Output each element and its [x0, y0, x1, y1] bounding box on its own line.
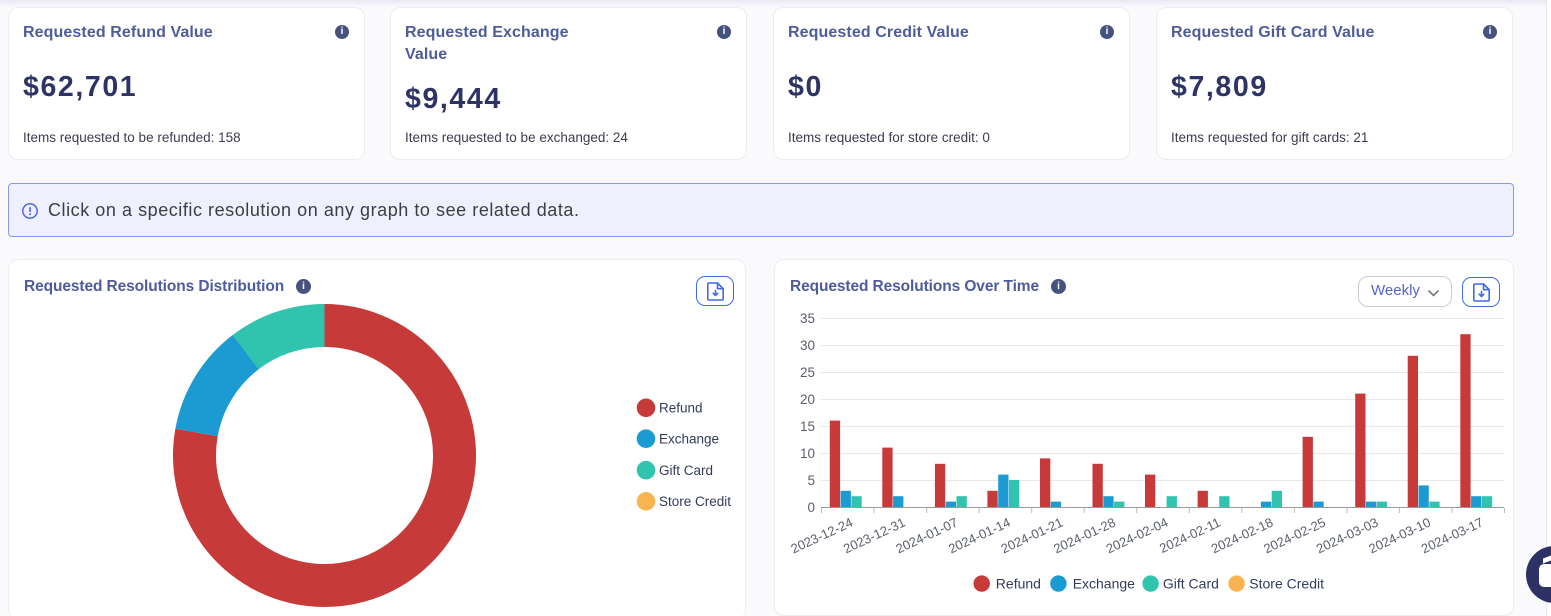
svg-text:Exchange: Exchange [659, 432, 719, 447]
svg-text:5: 5 [807, 473, 815, 488]
svg-text:Refund: Refund [659, 401, 703, 416]
svg-text:0: 0 [807, 500, 815, 515]
svg-text:Refund: Refund [996, 576, 1041, 592]
svg-text:30: 30 [800, 338, 815, 353]
svg-text:25: 25 [800, 365, 815, 380]
svg-text:15: 15 [800, 419, 815, 434]
svg-text:35: 35 [800, 311, 815, 326]
svg-text:20: 20 [800, 392, 815, 407]
svg-text:Exchange: Exchange [1073, 576, 1135, 592]
svg-text:Gift Card: Gift Card [1163, 576, 1219, 592]
svg-text:Store Credit: Store Credit [1249, 576, 1324, 592]
svg-text:Store Credit: Store Credit [659, 494, 731, 509]
svg-text:10: 10 [800, 446, 815, 461]
svg-text:Gift Card: Gift Card [659, 463, 713, 478]
